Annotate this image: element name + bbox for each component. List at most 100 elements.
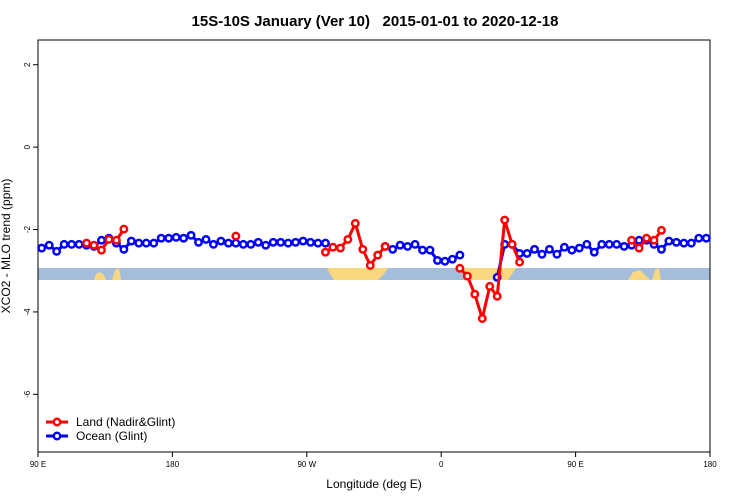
y-tick-label: -6: [23, 390, 32, 398]
data-point: [455, 250, 465, 260]
data-point: [82, 238, 91, 248]
data-point: [149, 238, 159, 248]
data-point: [276, 237, 286, 247]
data-point: [321, 247, 330, 257]
data-point: [373, 250, 383, 260]
data-point: [515, 257, 525, 267]
data-point: [671, 237, 681, 247]
y-tick-label: -2: [23, 225, 32, 233]
data-point: [634, 235, 644, 245]
data-point: [545, 244, 554, 254]
data-point: [179, 233, 189, 243]
land-strip: [327, 268, 388, 280]
x-tick-label: 0: [439, 460, 444, 469]
data-point: [537, 249, 547, 259]
data-point: [119, 244, 129, 254]
data-point: [97, 235, 106, 245]
data-point: [649, 235, 659, 245]
data-point: [231, 238, 241, 248]
data-point: [701, 233, 711, 243]
data-point: [253, 237, 263, 247]
data-point: [418, 245, 427, 255]
data-point: [67, 239, 77, 249]
data-point: [126, 236, 136, 246]
chart-title: 15S-10S January (Ver 10) 2015-01-01 to 2…: [192, 13, 559, 30]
y-tick-label: 0: [23, 144, 32, 149]
data-point: [216, 236, 226, 246]
data-point: [694, 233, 704, 243]
data-point: [119, 224, 129, 234]
data-point: [74, 239, 84, 249]
data-point: [664, 236, 674, 246]
data-point: [522, 248, 532, 258]
data-point: [283, 238, 293, 248]
data-point: [194, 237, 203, 247]
data-point: [89, 240, 99, 250]
data-point: [141, 238, 151, 248]
data-point: [164, 233, 174, 243]
data-point: [492, 291, 502, 301]
data-point: [612, 239, 622, 249]
data-point: [209, 239, 218, 249]
data-point: [111, 235, 121, 245]
x-tick-label: 90 E: [30, 460, 46, 469]
data-point: [37, 243, 47, 253]
x-tick-label: 90 W: [297, 460, 316, 469]
x-tick-label: 180: [166, 460, 180, 469]
x-tick-label: 90 E: [567, 460, 583, 469]
data-point: [321, 238, 330, 248]
data-point: [298, 236, 308, 246]
legend-marker: [52, 431, 62, 441]
data-point: [186, 230, 196, 240]
data-point: [567, 245, 577, 255]
data-point: [477, 314, 487, 323]
y-tick-label: 2: [23, 62, 32, 67]
data-point: [530, 244, 539, 254]
data-point: [410, 239, 420, 249]
x-axis-label: Longitude (deg E): [326, 477, 421, 491]
data-point: [597, 239, 607, 249]
data-point: [223, 238, 233, 248]
data-point: [380, 241, 390, 251]
data-point: [507, 239, 517, 249]
data-point: [261, 240, 271, 250]
data-point: [657, 225, 666, 235]
legend-label: Land (Nadir&Glint): [76, 415, 175, 429]
data-point: [462, 271, 472, 281]
data-point: [552, 249, 562, 259]
data-point: [433, 255, 442, 265]
data-point: [59, 239, 69, 249]
data-point: [403, 241, 413, 251]
data-point: [679, 238, 689, 248]
data-point: [365, 260, 375, 270]
data-point: [395, 240, 405, 250]
data-point: [425, 245, 435, 255]
data-point: [313, 238, 323, 248]
data-point: [44, 240, 54, 250]
data-point: [470, 289, 480, 299]
data-point: [97, 245, 106, 255]
data-point: [306, 237, 315, 247]
data-point: [201, 234, 211, 244]
y-axis-label: XCO2 - MLO trend (ppm): [0, 179, 13, 314]
data-point: [238, 239, 248, 249]
data-point: [328, 242, 338, 252]
data-point: [335, 243, 345, 253]
data-point: [574, 243, 584, 253]
data-point: [582, 239, 592, 249]
data-point: [291, 237, 301, 247]
data-point: [104, 234, 114, 244]
data-point: [171, 232, 181, 242]
data-point: [642, 233, 651, 243]
land-strip: [460, 268, 516, 280]
x-tick-label: 180: [703, 460, 717, 469]
data-point: [634, 243, 644, 253]
data-point: [440, 256, 450, 266]
data-point: [52, 246, 62, 256]
data-point: [350, 218, 360, 228]
data-point: [686, 238, 696, 248]
data-point: [156, 233, 166, 243]
data-point: [604, 239, 614, 249]
map-strip: [38, 268, 710, 280]
